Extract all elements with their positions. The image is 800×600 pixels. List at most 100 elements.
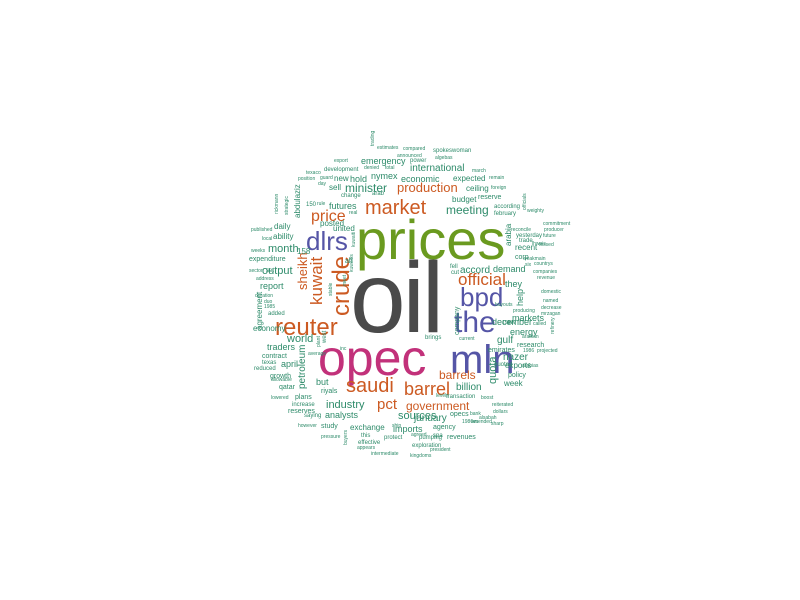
word-kingdoms: kingdoms <box>410 453 432 459</box>
word-reserve: reserve <box>478 194 502 201</box>
word-change: change <box>341 193 361 199</box>
word-revenues: revenues <box>447 434 476 441</box>
word-opec: opec <box>318 330 427 386</box>
word-fell: fell <box>450 264 458 270</box>
word-arabias: arabias <box>522 363 539 369</box>
word-arab: arab <box>372 191 385 197</box>
word-meet: meet <box>342 274 348 286</box>
word-february: february <box>494 211 517 217</box>
word-tossed: tossed <box>539 242 554 248</box>
word-published: published <box>251 227 273 233</box>
word-sharp: sharp <box>491 421 504 427</box>
word-january: january <box>414 413 447 424</box>
word-six: six <box>525 262 532 268</box>
word-rickmann: rickmann <box>274 193 280 214</box>
word-refinery: refinery <box>550 317 556 334</box>
word-levels: levels <box>436 393 449 399</box>
word-denied: denied <box>364 165 380 171</box>
word-research: research <box>517 342 545 349</box>
word-weighty: weighty <box>527 208 544 214</box>
word-quota: quota <box>487 356 499 384</box>
word-algebas: algebas <box>435 155 453 161</box>
word-real: real <box>349 210 358 216</box>
word-barrel: barrel <box>404 379 451 399</box>
word-stable: stable <box>328 282 334 296</box>
word-according: according <box>494 204 521 210</box>
word-alsabah: alsabah <box>479 415 497 421</box>
word-150: 150 <box>306 202 317 208</box>
word-west: west <box>322 330 328 343</box>
word-average: average <box>308 351 327 357</box>
word-official: official <box>458 270 506 289</box>
word-december: december <box>492 317 533 327</box>
word-traders: traders <box>267 342 296 352</box>
word-nymex: nymex <box>371 171 398 181</box>
word-boost: boost <box>481 395 494 401</box>
word-address: address <box>256 276 274 282</box>
word-bpd: bpd <box>460 282 504 312</box>
word-decrease: decrease <box>541 305 562 311</box>
word-prices: prices <box>356 208 506 271</box>
word-help: help <box>515 288 525 306</box>
word-policy: policy <box>508 372 526 379</box>
word-saudi: saudi <box>346 375 394 397</box>
word-transaction: transaction <box>446 394 476 400</box>
word-pressure: pressure <box>321 434 341 440</box>
word-nazer: nazer <box>503 352 529 363</box>
word-the: the <box>454 306 496 339</box>
word-emirates: emirates <box>488 347 515 354</box>
word-reduced: reduced <box>254 366 276 372</box>
word-total: total <box>385 165 395 171</box>
word-bank: bank <box>470 411 481 417</box>
word-quoted: quoted <box>494 362 513 368</box>
word-new: new <box>334 174 349 183</box>
word-pct: pct <box>377 396 398 413</box>
word-exports: exports <box>505 361 532 370</box>
word-economy: economy <box>253 324 286 333</box>
word-trade: trade <box>519 238 533 244</box>
word-sector: sector <box>249 268 263 274</box>
word-gulf: gulf <box>497 335 514 346</box>
word-ali: ali <box>345 258 353 265</box>
word-protect: protect <box>384 435 403 441</box>
word-agency: agency <box>433 424 456 431</box>
word-buyers: buyers <box>343 429 349 445</box>
word-reconcile: reconcile <box>511 227 532 233</box>
word-dlrs: dlrs <box>306 226 348 256</box>
word-exchange: exchange <box>350 423 385 432</box>
word-1986: 1986 <box>523 348 535 354</box>
word-sheikh: sheikh <box>295 252 310 290</box>
word-yesterday: yesterday <box>516 233 543 239</box>
word-estimates: estimates <box>377 145 399 151</box>
word-guard: guard <box>320 175 333 181</box>
word-foreign: foreign <box>491 185 507 191</box>
word-budget: budget <box>452 195 477 204</box>
word-amended: amended <box>471 419 492 425</box>
word-increase: increase <box>292 402 315 408</box>
word-daily: daily <box>274 222 291 231</box>
word-buyouts: buyouts <box>495 302 513 308</box>
word-agreed: agreed <box>411 432 427 438</box>
word-world: world <box>287 333 314 345</box>
word-abdulaziz: abdulaziz <box>293 184 302 218</box>
word-kuwaiti: kuwaiti <box>351 231 357 247</box>
word-added: added <box>268 311 285 317</box>
word-price: price <box>311 208 346 225</box>
word-output: output <box>262 265 293 277</box>
word-posted: posted <box>320 219 345 228</box>
word-industry: industry <box>326 399 365 411</box>
word-trading: trading <box>370 130 376 146</box>
word-producer: producer <box>544 227 564 233</box>
word-duration: duration <box>255 293 274 299</box>
word-remain: remain <box>489 175 505 181</box>
word-reiterated: reiterated <box>492 402 514 408</box>
word-energy: energy <box>510 327 538 337</box>
word-expenditure: expenditure <box>249 256 286 263</box>
word-announced: announced <box>397 153 422 159</box>
word-recent: recent <box>515 243 538 252</box>
word-qatar: qatar <box>279 384 295 391</box>
word-they: they <box>505 279 523 289</box>
word-texas: texas <box>262 360 277 366</box>
word-position: position <box>298 176 316 182</box>
word-pumping: pumping <box>419 435 443 441</box>
